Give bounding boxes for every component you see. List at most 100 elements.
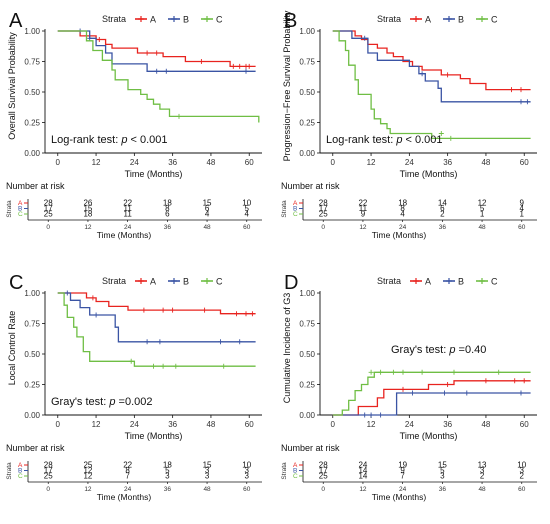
censor-mark-A xyxy=(509,87,514,93)
risk-row-label-C: C xyxy=(18,473,23,480)
x-tick-label: 0 xyxy=(331,158,336,167)
risk-count: 3 xyxy=(245,472,250,481)
risk-x-tick-label: 60 xyxy=(243,224,251,231)
legend-label-A: A xyxy=(425,15,431,25)
y-axis-label: Progression−Free Survival Probability xyxy=(282,10,292,161)
risk-row-label-A: A xyxy=(18,200,23,207)
risk-count: 10 xyxy=(517,461,526,470)
test-annotation: Gray's test: p =0.40 xyxy=(391,344,486,356)
y-tick-label: 0.00 xyxy=(24,411,40,420)
censor-mark-B xyxy=(419,71,425,77)
censor-mark-B xyxy=(524,99,530,105)
test-prefix: Gray's test: xyxy=(51,396,109,408)
censor-mark-C xyxy=(151,363,156,369)
censor-mark-A xyxy=(249,311,255,317)
curve-A xyxy=(57,292,256,315)
censor-mark-A xyxy=(237,63,243,69)
legend-cross-C xyxy=(204,16,210,22)
censor-mark-A xyxy=(518,87,524,93)
y-tick-label: 1.00 xyxy=(24,289,40,298)
x-tick-label: 48 xyxy=(481,420,490,429)
censor-mark-B xyxy=(87,35,93,41)
risk-side-label: Strata xyxy=(281,200,288,218)
risk-count: 4 xyxy=(205,210,210,219)
x-axis-label: Time (Months) xyxy=(125,169,183,179)
risk-x-tick-label: 24 xyxy=(399,486,407,493)
y-tick-label: 0.75 xyxy=(24,320,40,329)
risk-x-axis-label: Time (Months) xyxy=(372,492,427,502)
legend-label-C: C xyxy=(491,277,498,287)
x-tick-label: 60 xyxy=(245,158,254,167)
x-tick-label: 48 xyxy=(481,158,490,167)
risk-x-tick-label: 60 xyxy=(518,486,526,493)
risk-count: 25 xyxy=(44,210,53,219)
risk-x-tick-label: 36 xyxy=(439,486,447,493)
risk-count: 3 xyxy=(440,472,445,481)
legend-label-A: A xyxy=(150,277,156,287)
censor-mark-B xyxy=(368,412,374,418)
test-p-symbol: p xyxy=(448,344,455,356)
panel-letter: A xyxy=(9,10,23,32)
y-tick-label: 0.25 xyxy=(24,119,40,128)
y-tick-label: 0.25 xyxy=(299,119,315,128)
legend-title: Strata xyxy=(102,276,126,286)
censor-mark-A xyxy=(154,50,160,56)
x-tick-label: 24 xyxy=(130,158,139,167)
censor-mark-A xyxy=(521,378,527,384)
legend-title: Strata xyxy=(102,14,126,24)
risk-x-tick-label: 48 xyxy=(203,486,211,493)
risk-count: 14 xyxy=(358,472,367,481)
risk-count: 5 xyxy=(440,466,445,475)
risk-row-label-A: A xyxy=(293,462,298,469)
risk-row-label-A: A xyxy=(293,200,298,207)
risk-row-label-C: C xyxy=(293,211,298,218)
x-tick-label: 60 xyxy=(245,420,254,429)
y-tick-label: 0.50 xyxy=(24,88,40,97)
risk-x-tick-label: 60 xyxy=(518,224,526,231)
test-p-symbol: p xyxy=(120,134,127,146)
y-tick-label: 0.00 xyxy=(299,411,315,420)
legend-label-A: A xyxy=(425,277,431,287)
legend-label-B: B xyxy=(183,15,189,25)
test-annotation: Gray's test: p =0.002 xyxy=(51,396,152,408)
risk-x-tick-label: 12 xyxy=(359,224,367,231)
risk-count: 28 xyxy=(44,461,53,470)
curve-B xyxy=(332,30,531,103)
censor-mark-C xyxy=(173,363,179,369)
censor-mark-A xyxy=(243,311,249,317)
test-p-symbol: p xyxy=(395,134,402,146)
censor-mark-A xyxy=(160,307,166,313)
legend-label-B: B xyxy=(458,15,464,25)
risk-row-label-B: B xyxy=(18,468,22,475)
legend-cross-A xyxy=(413,16,419,22)
legend-cross-C xyxy=(479,278,485,284)
legend-label-B: B xyxy=(183,277,189,287)
risk-count: 3 xyxy=(205,466,210,475)
risk-count: 26 xyxy=(83,199,92,208)
y-axis-label: Overall Survival Probability xyxy=(7,32,17,140)
risk-x-tick-label: 48 xyxy=(478,224,486,231)
censor-mark-B xyxy=(154,68,160,74)
censor-mark-C xyxy=(496,369,502,375)
legend-label-C: C xyxy=(216,15,223,25)
y-tick-label: 0.00 xyxy=(299,149,315,158)
legend-cross-B xyxy=(446,278,452,284)
curve-C xyxy=(57,292,256,367)
censor-mark-A xyxy=(400,386,406,392)
test-annotation: Log-rank test: p < 0.001 xyxy=(326,134,443,146)
censor-mark-C xyxy=(378,369,384,375)
risk-count: 19 xyxy=(398,461,407,470)
risk-count: 3 xyxy=(165,472,170,481)
x-tick-label: 12 xyxy=(92,420,101,429)
x-tick-label: 48 xyxy=(206,420,215,429)
censor-mark-A xyxy=(230,63,236,69)
risk-count: 9 xyxy=(361,210,366,219)
risk-row-label-B: B xyxy=(18,206,22,213)
risk-count: 8 xyxy=(165,204,170,213)
censor-mark-B xyxy=(218,339,223,345)
risk-count: 15 xyxy=(203,199,212,208)
legend-cross-B xyxy=(171,16,177,22)
legend-cross-A xyxy=(413,278,419,284)
curve-C xyxy=(332,371,531,416)
risk-x-tick-label: 36 xyxy=(164,486,172,493)
